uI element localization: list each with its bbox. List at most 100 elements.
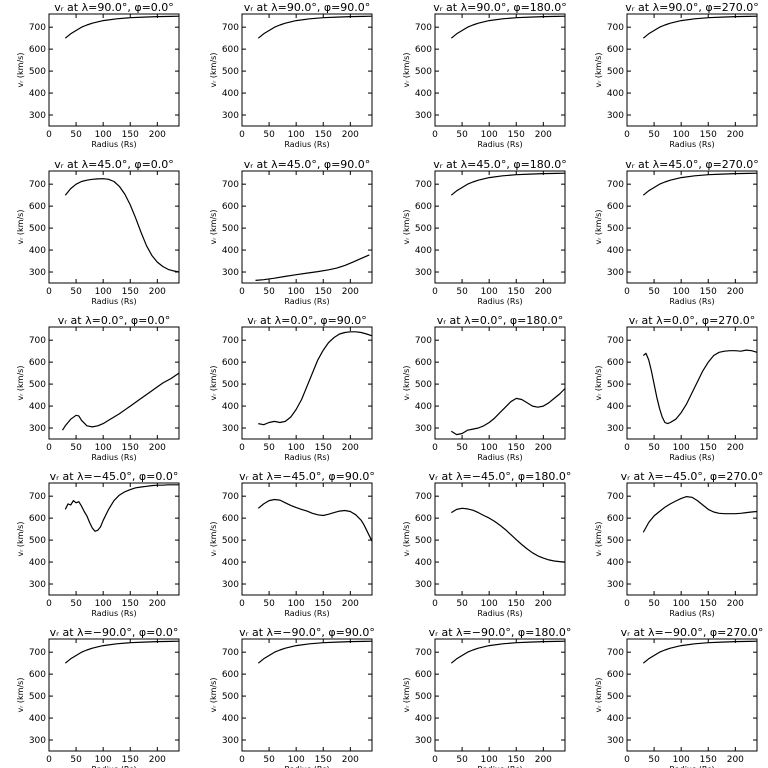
x-tick-label: 0 [432, 130, 438, 140]
x-tick-label: 50 [263, 130, 275, 140]
y-tick-label: 700 [415, 23, 432, 33]
x-tick-label: 0 [239, 443, 245, 453]
plot-frame [48, 638, 180, 752]
plot-frame [241, 13, 373, 127]
x-tick-label: 50 [648, 443, 660, 453]
y-tick-label: 700 [29, 180, 46, 190]
velocity-curve [255, 254, 370, 281]
x-tick-label: 50 [456, 599, 468, 609]
subplot-12: vᵣ at λ=0.0°, φ=270.0° 0 50 100 150 200 300 400… [594, 314, 758, 462]
plot-frame [434, 170, 566, 284]
x-tick-label: 200 [149, 599, 166, 609]
x-tick-label: 0 [432, 755, 438, 765]
y-axis-label: vᵣ (km/s) [209, 678, 218, 713]
plot-frame [241, 482, 373, 596]
x-axis-label: Radius (Rs) [284, 297, 329, 306]
x-tick-label: 50 [70, 287, 82, 297]
subplot-17: vᵣ at λ=−90.0°, φ=0.0° 0 50 100 150 200 300 400… [16, 626, 180, 768]
subplot-title: vᵣ at λ=45.0°, φ=270.0° [625, 158, 759, 171]
y-tick-label: 300 [222, 111, 239, 121]
x-tick-label: 150 [315, 755, 332, 765]
x-tick-label: 150 [122, 599, 139, 609]
x-tick-label: 200 [149, 755, 166, 765]
x-tick-label: 200 [342, 599, 359, 609]
x-tick-label: 0 [46, 755, 52, 765]
y-tick-label: 500 [29, 692, 46, 702]
y-tick-label: 500 [222, 380, 239, 390]
plot-frame [48, 482, 180, 596]
y-tick-label: 400 [29, 558, 46, 568]
velocity-curve [64, 15, 180, 39]
y-tick-label: 700 [222, 23, 239, 33]
y-axis-label: vᵣ (km/s) [16, 366, 25, 401]
y-tick-label: 700 [607, 336, 624, 346]
y-tick-label: 400 [222, 246, 239, 256]
subplot-16: vᵣ at λ=−45.0°, φ=270.0° 0 50 100 150 200 300 4… [594, 470, 763, 618]
y-tick-label: 500 [607, 67, 624, 77]
x-tick-label: 0 [624, 443, 630, 453]
y-tick-label: 600 [607, 358, 624, 368]
y-tick-label: 300 [29, 111, 46, 121]
subplot-18: vᵣ at λ=−90.0°, φ=90.0° 0 50 100 150 200 300 40… [209, 626, 375, 768]
x-tick-label: 50 [648, 130, 660, 140]
velocity-curve [642, 640, 758, 664]
y-tick-label: 300 [415, 111, 432, 121]
y-axis-label: vᵣ (km/s) [209, 522, 218, 557]
x-tick-label: 50 [456, 755, 468, 765]
plot-frame [48, 13, 180, 127]
y-tick-label: 400 [415, 89, 432, 99]
y-tick-label: 500 [415, 67, 432, 77]
y-tick-label: 300 [607, 580, 624, 590]
subplot-title: vᵣ at λ=−45.0°, φ=0.0° [50, 470, 179, 483]
x-tick-label: 50 [456, 130, 468, 140]
y-tick-label: 700 [29, 648, 46, 658]
plot-frame [434, 482, 566, 596]
y-tick-label: 700 [222, 336, 239, 346]
x-tick-label: 0 [624, 599, 630, 609]
x-tick-label: 0 [624, 130, 630, 140]
subplot-title: vᵣ at λ=45.0°, φ=0.0° [54, 158, 174, 171]
y-tick-label: 300 [29, 268, 46, 278]
x-axis-label: Radius (Rs) [669, 140, 714, 149]
x-tick-label: 50 [456, 443, 468, 453]
velocity-curve [642, 349, 758, 425]
x-tick-label: 150 [122, 287, 139, 297]
y-tick-label: 500 [415, 536, 432, 546]
x-tick-label: 150 [508, 755, 525, 765]
subplot-9: vᵣ at λ=0.0°, φ=0.0° 0 50 100 150 200 300 400 50… [16, 314, 180, 462]
y-tick-label: 700 [415, 648, 432, 658]
y-tick-label: 600 [607, 670, 624, 680]
velocity-curve [258, 331, 373, 426]
subplot-5: vᵣ at λ=45.0°, φ=0.0° 0 50 100 150 200 300 400 5… [16, 158, 180, 306]
subplot-title: vᵣ at λ=−90.0°, φ=270.0° [621, 626, 764, 639]
plot-frame [626, 482, 758, 596]
x-tick-label: 200 [535, 599, 552, 609]
x-tick-label: 200 [342, 287, 359, 297]
velocity-curve [257, 498, 373, 542]
x-tick-label: 150 [508, 287, 525, 297]
y-tick-label: 400 [222, 89, 239, 99]
x-axis-label: Radius (Rs) [284, 609, 329, 618]
y-axis-label: vᵣ (km/s) [209, 210, 218, 245]
x-tick-label: 50 [648, 287, 660, 297]
subplot-19: vᵣ at λ=−90.0°, φ=180.0° 0 50 100 150 200 300 4… [402, 626, 571, 768]
plot-frame [48, 326, 180, 440]
y-tick-label: 600 [607, 514, 624, 524]
x-tick-label: 100 [288, 755, 305, 765]
x-tick-label: 100 [673, 599, 690, 609]
x-axis-label: Radius (Rs) [284, 140, 329, 149]
x-tick-label: 200 [727, 755, 744, 765]
x-tick-label: 150 [700, 130, 717, 140]
y-tick-label: 500 [29, 380, 46, 390]
x-tick-label: 100 [288, 443, 305, 453]
x-tick-label: 0 [239, 130, 245, 140]
y-tick-label: 300 [607, 111, 624, 121]
x-axis-label: Radius (Rs) [477, 297, 522, 306]
x-axis-label: Radius (Rs) [669, 609, 714, 618]
y-tick-label: 500 [415, 224, 432, 234]
subplot-title: vᵣ at λ=90.0°, φ=90.0° [244, 1, 371, 14]
y-tick-label: 300 [222, 268, 239, 278]
y-tick-label: 600 [29, 514, 46, 524]
x-tick-label: 0 [46, 599, 52, 609]
x-tick-label: 200 [535, 287, 552, 297]
